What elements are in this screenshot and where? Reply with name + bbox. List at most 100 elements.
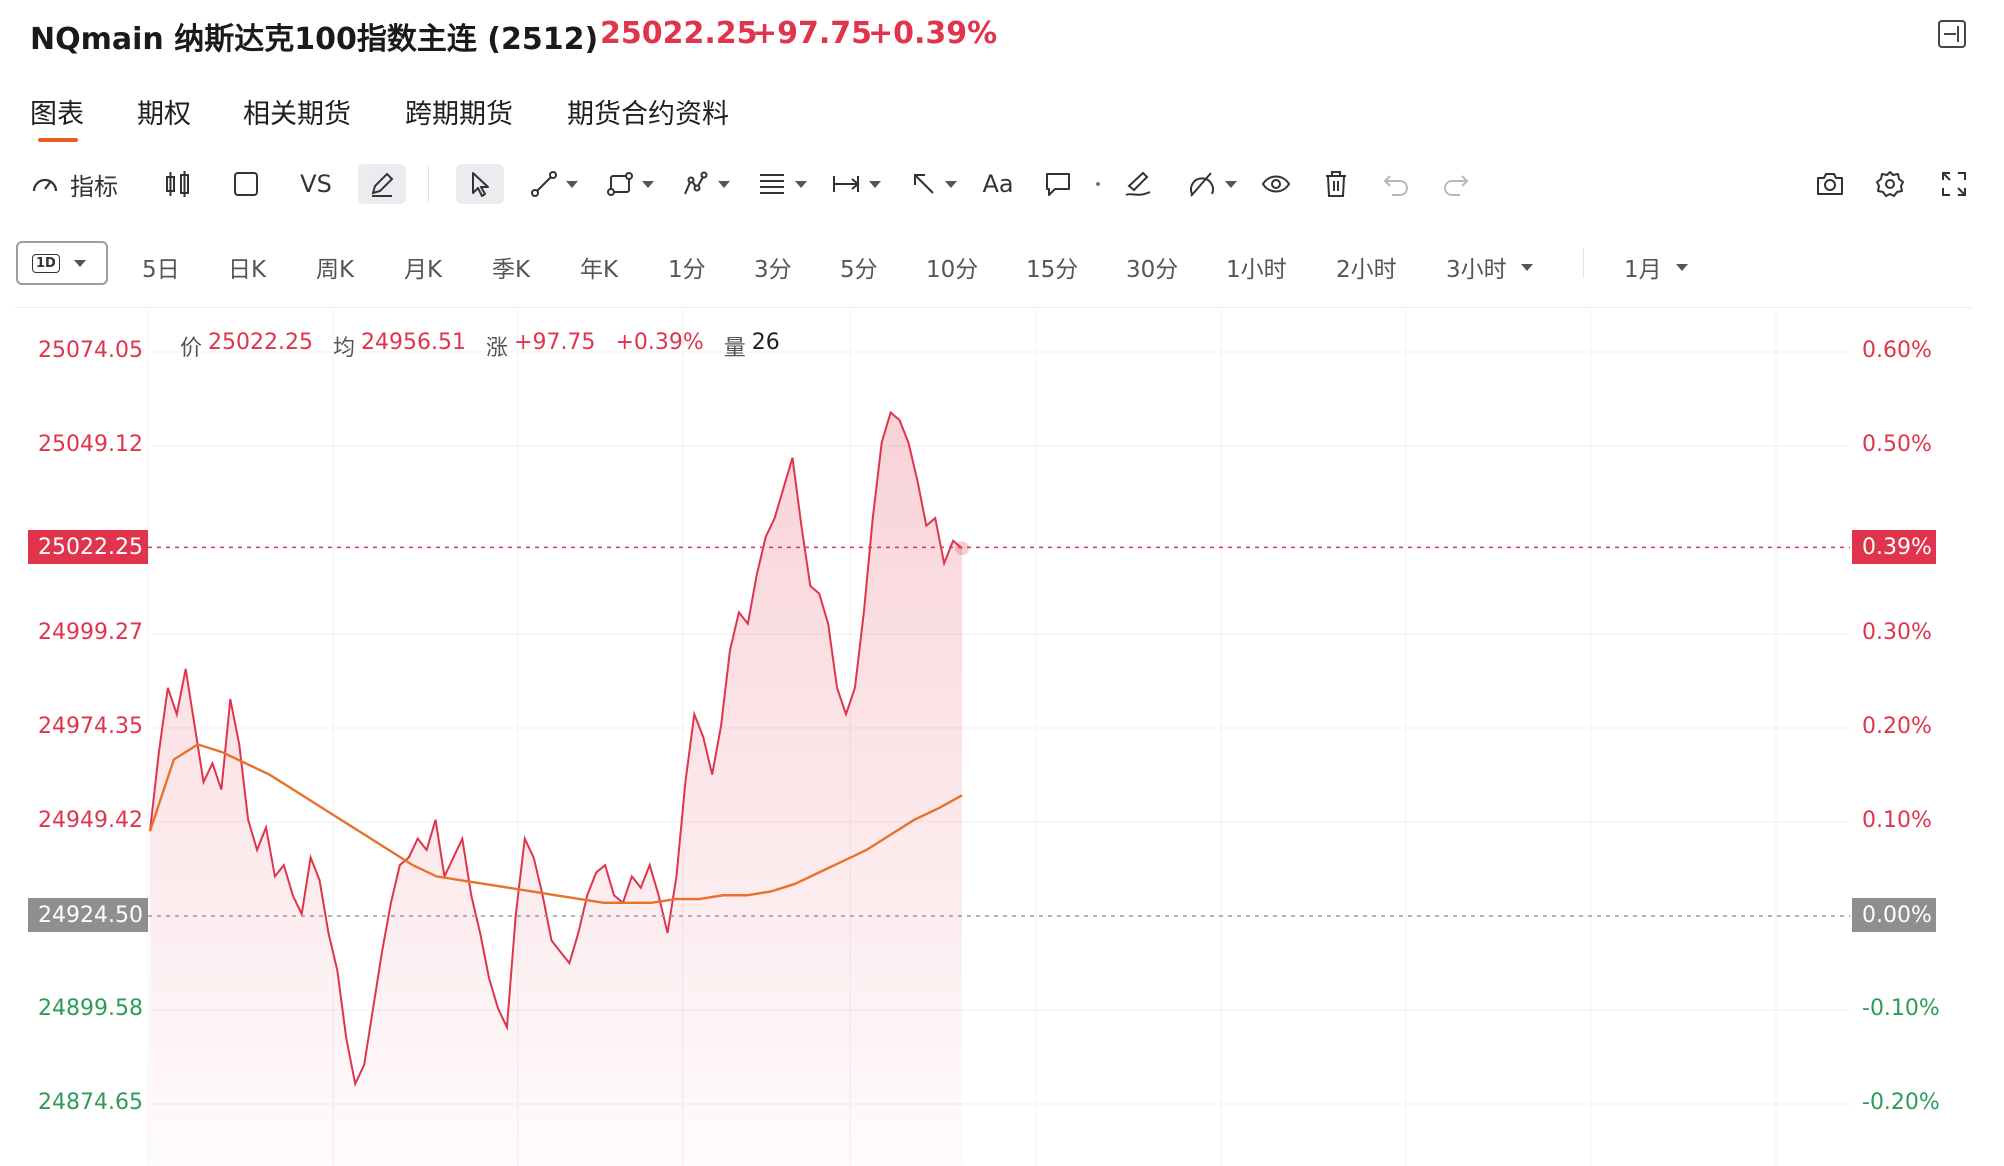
gear-icon	[1876, 171, 1904, 197]
magnet-tool[interactable]	[1184, 164, 1240, 204]
pct-tick: -0.10%	[1862, 996, 1940, 1021]
fullscreen-button[interactable]	[1936, 164, 1972, 204]
current-price-tag: 25022.25	[28, 530, 148, 564]
shape-tool[interactable]	[600, 164, 660, 204]
candlestick-icon	[166, 171, 189, 197]
chevron-down-icon	[73, 259, 86, 267]
chevron-down-icon	[566, 180, 578, 188]
price-change-pct: +0.39%	[868, 16, 998, 51]
comment-tool[interactable]	[1040, 164, 1076, 204]
pct-tick: 0.30%	[1862, 620, 1932, 645]
info-price-label: 价	[180, 336, 203, 361]
period-selector[interactable]: 1D	[16, 241, 108, 285]
period-quarterly[interactable]: 季K	[492, 257, 531, 283]
measure-tool[interactable]	[826, 164, 886, 204]
prev-close-pct-tag: 0.00%	[1852, 898, 1936, 932]
info-volume-value: 26	[751, 330, 780, 355]
settings-button[interactable]	[1872, 164, 1908, 204]
cursor-icon	[472, 172, 489, 197]
collapse-panel-icon[interactable]	[1938, 20, 1966, 48]
cursor-tool[interactable]	[456, 164, 504, 204]
pencil-icon	[371, 172, 394, 197]
chevron-down-icon	[1520, 263, 1533, 271]
text-tool[interactable]: Aa	[982, 170, 1014, 198]
crosshair-info: 价 25022.25 均 24956.51 涨 +97.75 +0.39% 量 …	[180, 330, 780, 362]
price-series-line	[149, 410, 963, 1087]
fib-tool[interactable]	[752, 164, 812, 204]
compare-button[interactable]: VS	[300, 170, 332, 198]
price-tick: 25074.05	[38, 338, 143, 363]
tab-contract-info[interactable]: 期货合约资料	[567, 99, 729, 130]
period-divider	[1583, 248, 1584, 278]
indicator-button[interactable]: 指标	[30, 164, 120, 204]
magnet-icon	[1190, 172, 1214, 197]
line-tool[interactable]	[524, 164, 584, 204]
shape-icon	[607, 172, 633, 196]
gauge-icon	[32, 178, 58, 192]
pct-tick: 0.60%	[1862, 338, 1932, 363]
dot-tool[interactable]	[1090, 164, 1106, 204]
drawing-toggle-button[interactable]	[358, 164, 406, 204]
period-3hour[interactable]: 3小时	[1446, 250, 1533, 284]
pct-tick: 0.50%	[1862, 432, 1932, 457]
line-icon	[531, 171, 557, 197]
prev-close-tag: 24924.50	[28, 898, 148, 932]
camera-icon	[1817, 173, 1843, 195]
price-tick: 24874.65	[38, 1090, 143, 1115]
arrow-tool[interactable]	[904, 164, 964, 204]
tab-calendar-futures[interactable]: 跨期期货	[405, 99, 513, 130]
dot-icon	[1096, 182, 1100, 186]
period-3hour-label: 3小时	[1446, 257, 1507, 283]
undo-button[interactable]	[1378, 164, 1414, 204]
info-avg-label: 均	[333, 336, 356, 361]
undo-icon	[1383, 175, 1408, 196]
period-1month[interactable]: 1月	[1624, 250, 1688, 284]
measure-icon	[833, 176, 860, 192]
chart-type-button[interactable]	[160, 164, 196, 204]
period-daily[interactable]: 日K	[228, 257, 267, 283]
pct-tick: -0.20%	[1862, 1090, 1940, 1115]
intraday-chart[interactable]	[0, 300, 2004, 1166]
period-weekly[interactable]: 周K	[316, 257, 355, 283]
visibility-toggle[interactable]	[1258, 164, 1294, 204]
period-yearly[interactable]: 年K	[580, 257, 619, 283]
period-1hour[interactable]: 1小时	[1226, 257, 1287, 283]
comment-icon	[1046, 173, 1070, 196]
period-15min[interactable]: 15分	[1026, 257, 1079, 283]
pattern-tool[interactable]	[676, 164, 736, 204]
period-1min[interactable]: 1分	[668, 257, 706, 283]
screenshot-button[interactable]	[1812, 164, 1848, 204]
period-monthly[interactable]: 月K	[404, 257, 443, 283]
arrow-icon	[914, 174, 934, 194]
layout-button[interactable]	[228, 164, 264, 204]
period-3min[interactable]: 3分	[754, 257, 792, 283]
brush-tool[interactable]	[1120, 164, 1156, 204]
eye-icon	[1261, 175, 1291, 193]
indicator-label: 指标	[70, 172, 118, 201]
pct-tick: 0.20%	[1862, 714, 1932, 739]
tab-chart[interactable]: 图表	[30, 99, 84, 130]
redo-button[interactable]	[1438, 164, 1474, 204]
chevron-down-icon	[945, 180, 957, 188]
period-5min[interactable]: 5分	[840, 257, 878, 283]
tab-related-futures[interactable]: 相关期货	[243, 99, 351, 130]
info-change-label: 涨	[486, 336, 509, 361]
tab-options[interactable]: 期权	[137, 99, 191, 130]
period-30min[interactable]: 30分	[1126, 257, 1179, 283]
period-2hour[interactable]: 2小时	[1336, 257, 1397, 283]
price-tick: 24949.42	[38, 808, 143, 833]
fib-icon	[760, 174, 784, 194]
period-10min[interactable]: 10分	[926, 257, 979, 283]
info-change-pct: +0.39%	[615, 330, 704, 355]
current-pct-tag: 0.39%	[1852, 530, 1936, 564]
delete-drawings-button[interactable]	[1318, 164, 1354, 204]
chevron-down-icon	[718, 180, 730, 188]
period-5d[interactable]: 5日	[142, 257, 180, 283]
trash-icon	[1326, 171, 1346, 197]
brush-icon	[1125, 171, 1151, 196]
fullscreen-icon	[1942, 172, 1966, 196]
info-avg-value: 24956.51	[361, 330, 466, 355]
chevron-down-icon	[1675, 263, 1688, 271]
price-tick: 24999.27	[38, 620, 143, 645]
chevron-down-icon	[795, 180, 807, 188]
